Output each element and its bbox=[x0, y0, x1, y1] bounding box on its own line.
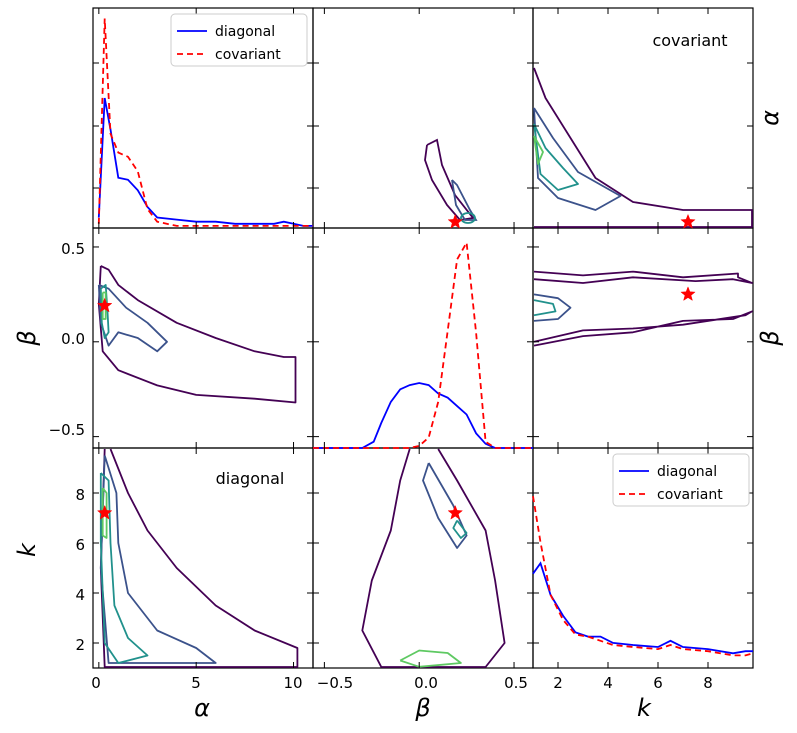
marginal-beta-diagonal bbox=[313, 382, 533, 449]
annotation-covariant: covariant bbox=[652, 31, 727, 50]
contour-beta_k-level-2 bbox=[452, 519, 468, 539]
marginal-layer bbox=[97, 18, 754, 657]
contour-alpha_k-level-1 bbox=[99, 455, 217, 664]
contour-k_alpha-level-3 bbox=[533, 135, 544, 165]
truth-star-k-alpha bbox=[680, 213, 696, 229]
x-tick-alpha-5: 5 bbox=[191, 674, 201, 692]
y-tick-beta-0: 0.0 bbox=[61, 330, 85, 348]
x-tick-beta-0: 0.0 bbox=[414, 674, 438, 692]
truth-star-beta-alpha bbox=[447, 213, 464, 229]
legend-bottom-covariant-label: covariant bbox=[657, 487, 723, 503]
contour-alpha_k-level-3 bbox=[101, 487, 108, 539]
x-axis-label-beta: β bbox=[414, 694, 430, 722]
legend-top-diagonal-label: diagonal bbox=[215, 24, 275, 40]
truth-star-alpha-k bbox=[96, 504, 113, 520]
contour-beta_k-level-1 bbox=[422, 462, 468, 549]
legend-bottom: diagonal covariant bbox=[612, 453, 750, 507]
contour-alpha_k-level-2 bbox=[99, 472, 149, 664]
contour-k_alpha-level-2 bbox=[533, 123, 579, 191]
contour-beta_k-level-3 bbox=[399, 649, 462, 668]
legend-bottom-frame bbox=[612, 453, 750, 507]
y-axis-label-k-left: k bbox=[13, 542, 41, 557]
truth-star-alpha-beta bbox=[96, 297, 113, 313]
truth-star-beta-k bbox=[447, 504, 464, 520]
y-tick-beta-05: 0.5 bbox=[61, 240, 85, 258]
x-tick-k-6: 6 bbox=[653, 674, 663, 692]
y-axis-label-alpha-right: α bbox=[756, 110, 784, 126]
legend-top-covariant-label: covariant bbox=[215, 47, 281, 63]
marginal-k-covariant bbox=[532, 496, 754, 657]
contour-alpha_k-level-0 bbox=[99, 448, 299, 668]
contour-k_beta-level-3 bbox=[533, 299, 557, 317]
contour-k_alpha-level-1 bbox=[533, 107, 622, 211]
contour-alpha_beta-level-2 bbox=[99, 283, 110, 339]
panel-beta-marginal bbox=[312, 227, 534, 449]
contour-beta-alpha-level-2 bbox=[460, 212, 476, 224]
y-tick-k-4: 4 bbox=[75, 586, 85, 604]
y-tick-beta-neg05: −0.5 bbox=[49, 421, 85, 439]
y-tick-k-8: 8 bbox=[75, 486, 85, 504]
x-tick-alpha-0: 0 bbox=[91, 674, 101, 692]
marginal-alpha-covariant bbox=[97, 18, 313, 227]
x-tick-k-4: 4 bbox=[603, 674, 613, 692]
contour-k_beta-level-2 bbox=[533, 293, 572, 322]
legend-bottom-diagonal-label: diagonal bbox=[657, 464, 717, 480]
x-axis-label-alpha: α bbox=[194, 694, 210, 722]
contour-layer bbox=[97, 67, 753, 668]
marginal-k-diagonal bbox=[532, 561, 753, 655]
annotation-diagonal: diagonal bbox=[216, 469, 285, 488]
marginal-beta-covariant bbox=[313, 239, 533, 449]
x-tick-k-8: 8 bbox=[703, 674, 713, 692]
contour-alpha_beta-level-0 bbox=[97, 265, 297, 404]
y-axis-label-beta-left: β bbox=[13, 330, 41, 346]
contour-beta_k-level-0 bbox=[361, 448, 506, 668]
y-tick-k-2: 2 bbox=[75, 636, 85, 654]
contour-beta-alpha-level-1 bbox=[451, 179, 478, 221]
x-tick-k-2: 2 bbox=[553, 674, 563, 692]
legend-top: diagonal covariant bbox=[170, 13, 308, 67]
truth-star-layer bbox=[96, 213, 696, 520]
y-axis-label-beta-right: β bbox=[756, 330, 784, 346]
y-tick-k-6: 6 bbox=[75, 536, 85, 554]
contour-k_beta-level-0 bbox=[533, 270, 753, 284]
x-axis-label-k: k bbox=[637, 694, 652, 722]
panel-k-beta-covariant bbox=[532, 227, 754, 449]
marginal-alpha-diagonal bbox=[97, 97, 313, 227]
x-tick-alpha-10: 10 bbox=[283, 674, 302, 692]
contour-beta-alpha-level-0 bbox=[424, 138, 475, 221]
x-tick-beta-neg05: −0.5 bbox=[317, 674, 353, 692]
legend-top-frame bbox=[170, 13, 308, 67]
panel-k-marginal bbox=[532, 447, 754, 669]
x-tick-beta-05: 0.5 bbox=[504, 674, 528, 692]
tick-layer bbox=[93, 8, 753, 668]
contour-k_alpha-level-0 bbox=[533, 67, 753, 228]
contour-k_beta-level-1 bbox=[533, 310, 753, 347]
panel-alpha-beta-diagonal bbox=[92, 227, 314, 449]
contour-alpha_beta-level-1 bbox=[97, 284, 168, 353]
truth-star-k-beta bbox=[680, 286, 696, 301]
panel-alpha-beta-upper bbox=[312, 7, 534, 229]
